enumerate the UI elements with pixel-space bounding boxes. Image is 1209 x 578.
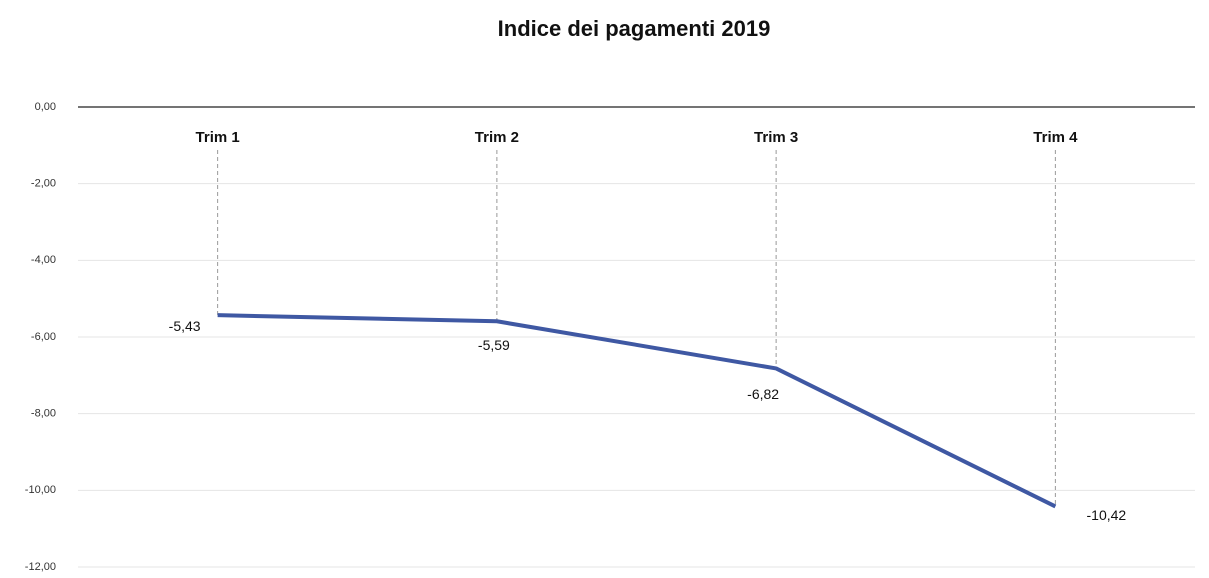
y-tick-label: -4,00 (31, 254, 56, 266)
y-tick-label: -6,00 (31, 331, 56, 343)
chart-title: Indice dei pagamenti 2019 (498, 16, 771, 41)
y-tick-label: -10,00 (25, 484, 56, 496)
value-label: -5,43 (169, 318, 201, 334)
value-label: -10,42 (1087, 507, 1127, 523)
y-tick-label: 0,00 (35, 101, 56, 113)
line (217, 313, 1057, 509)
x-tick-label: Trim 3 (754, 129, 798, 146)
x-tick-label: Trim 2 (475, 129, 519, 146)
value-label: -5,59 (478, 337, 510, 353)
y-tick-label: -8,00 (31, 408, 56, 420)
y-tick-label: -12,00 (25, 561, 56, 573)
x-tick-label: Trim 4 (1033, 129, 1078, 146)
y-tick-label: -2,00 (31, 178, 56, 190)
x-tick-label: Trim 1 (196, 129, 240, 146)
value-label: -6,82 (747, 386, 779, 402)
